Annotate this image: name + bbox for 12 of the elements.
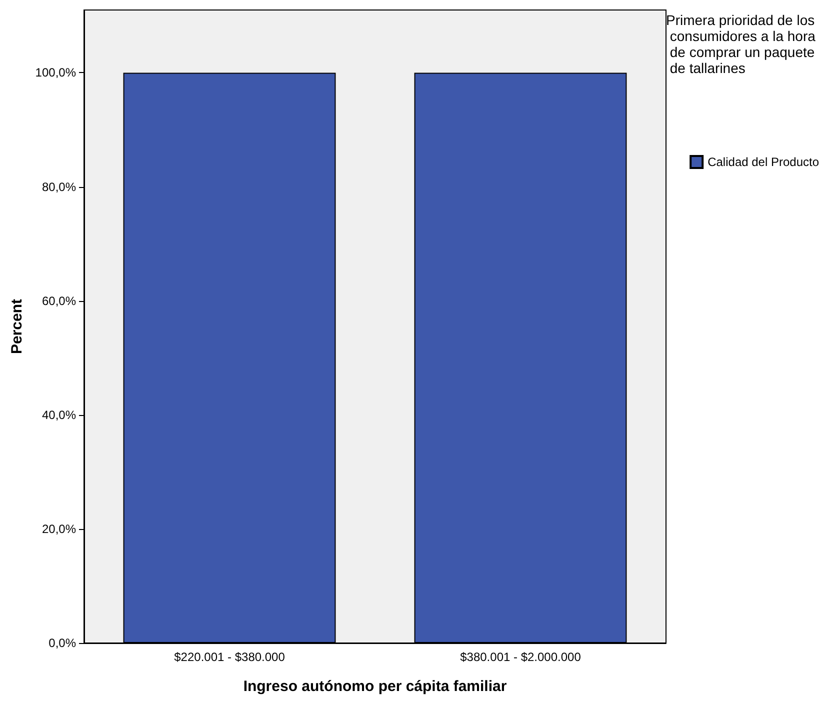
x-tick-label: $380.001 - $2.000.000 <box>460 650 582 664</box>
y-tick-label: 0,0% <box>48 636 76 650</box>
x-tick-label: $220.001 - $380.000 <box>174 650 286 664</box>
legend-title: Primera prioridad de los consumidores a la hora de comprar un paquete de tallarines <box>666 12 816 76</box>
y-tick-label: 100,0% <box>35 66 76 80</box>
x-axis-title: Ingreso autónomo per cápita familiar <box>243 678 507 695</box>
legend-label: Calidad del Producto <box>708 155 820 169</box>
y-tick-label: 80,0% <box>42 180 76 194</box>
y-axis-title: Percent <box>8 298 26 354</box>
y-tick-label: 40,0% <box>42 408 76 422</box>
y-tick-label: 20,0% <box>42 522 76 536</box>
y-tick-label: 60,0% <box>42 294 76 308</box>
